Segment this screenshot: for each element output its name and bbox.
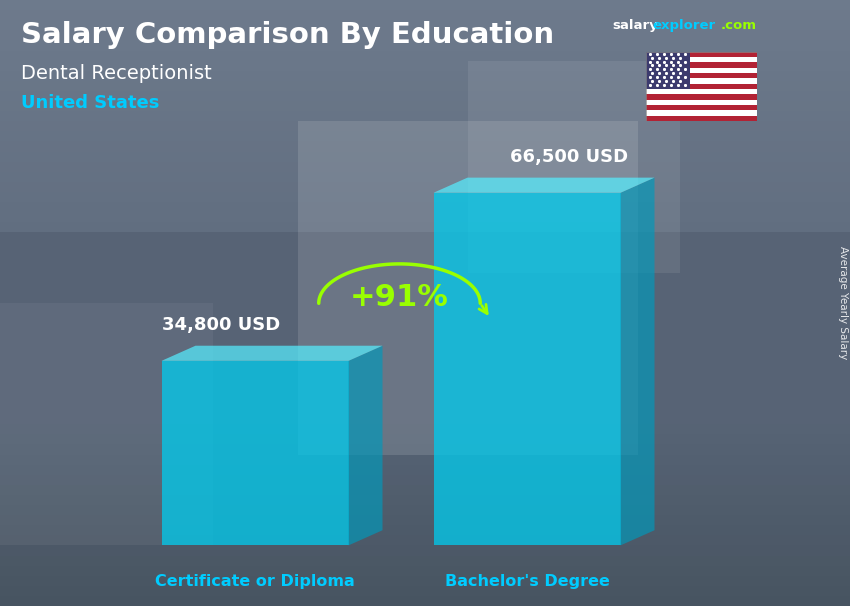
Bar [646, 116, 756, 121]
Bar [0, 232, 850, 242]
Bar [0, 515, 850, 525]
Bar [646, 84, 756, 89]
Bar [0, 171, 850, 182]
Polygon shape [162, 361, 348, 545]
Bar [0, 586, 850, 596]
Text: United States: United States [21, 94, 160, 112]
Polygon shape [434, 178, 654, 193]
Bar [0, 71, 850, 81]
Bar [0, 313, 850, 323]
Bar [0, 10, 850, 20]
Text: Dental Receptionist: Dental Receptionist [21, 64, 212, 82]
Bar [0, 394, 850, 404]
Polygon shape [434, 193, 620, 545]
Bar [0, 30, 850, 41]
Bar [0, 253, 850, 262]
Bar [0, 293, 850, 303]
Bar [646, 68, 756, 73]
Bar [0, 182, 850, 192]
Bar [0, 0, 850, 10]
Bar [0, 333, 850, 344]
Bar [0, 344, 850, 353]
Bar [0, 596, 850, 606]
Bar [0, 556, 850, 565]
Bar [0, 303, 850, 313]
Text: Salary Comparison By Education: Salary Comparison By Education [21, 21, 554, 49]
Bar [0, 485, 850, 495]
Text: explorer: explorer [653, 19, 716, 32]
Bar [0, 424, 850, 435]
Polygon shape [620, 178, 654, 545]
Bar [646, 57, 756, 62]
Text: .com: .com [721, 19, 756, 32]
Bar [0, 101, 850, 111]
Bar [646, 73, 756, 78]
Bar [0, 535, 850, 545]
Bar [0, 192, 850, 202]
Polygon shape [348, 345, 382, 545]
Bar [0, 91, 850, 101]
Bar [0, 444, 850, 454]
Bar [646, 100, 756, 105]
Bar [0, 435, 850, 444]
Bar [0, 242, 850, 253]
Bar [0, 132, 850, 141]
Bar [0, 465, 850, 474]
Bar [0, 576, 850, 586]
Bar [0, 303, 212, 545]
Bar [0, 384, 850, 394]
Bar [0, 374, 850, 384]
Bar [468, 61, 680, 273]
Bar [0, 364, 850, 374]
Text: +91%: +91% [350, 283, 449, 312]
Bar [646, 62, 756, 68]
Polygon shape [162, 345, 382, 361]
Bar [0, 50, 850, 61]
Text: Certificate or Diploma: Certificate or Diploma [155, 574, 355, 589]
Bar [0, 454, 850, 465]
Bar [646, 110, 756, 116]
Bar [0, 111, 850, 121]
Bar [0, 545, 850, 556]
Text: salary: salary [612, 19, 658, 32]
Bar [0, 162, 850, 171]
Bar [0, 353, 850, 364]
Bar [0, 81, 850, 91]
Bar [0, 495, 850, 505]
Bar [0, 505, 850, 515]
Bar [0, 222, 850, 232]
Bar [0, 20, 850, 30]
Bar [0, 141, 850, 152]
Bar [0, 404, 850, 414]
Bar [646, 78, 756, 84]
Bar [0, 152, 850, 162]
Bar [0, 565, 850, 576]
Bar [0, 41, 850, 50]
Bar [0, 273, 850, 283]
Text: 66,500 USD: 66,500 USD [511, 147, 628, 165]
Bar [0, 202, 850, 212]
Bar [0, 212, 850, 222]
Bar [298, 121, 638, 454]
Bar [0, 283, 850, 293]
Bar [646, 52, 756, 57]
Bar [0, 414, 850, 424]
Bar [0, 474, 850, 485]
Text: Average Yearly Salary: Average Yearly Salary [838, 247, 848, 359]
Bar [0, 61, 850, 71]
Text: Bachelor's Degree: Bachelor's Degree [445, 574, 609, 589]
Bar [646, 52, 690, 89]
Bar [646, 89, 756, 95]
Bar [0, 525, 850, 535]
Bar [646, 105, 756, 110]
Bar [0, 121, 850, 132]
Bar [0, 262, 850, 273]
Bar [0, 323, 850, 333]
Text: 34,800 USD: 34,800 USD [162, 316, 280, 333]
Bar [646, 95, 756, 100]
